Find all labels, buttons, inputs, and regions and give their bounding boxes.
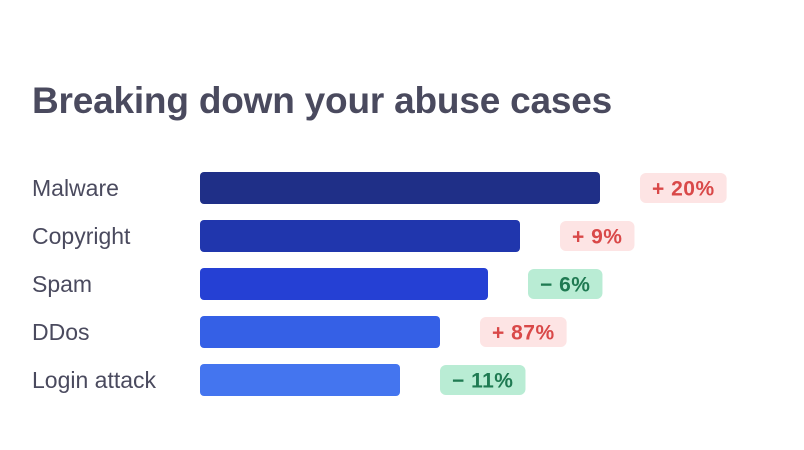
change-label: − 11% <box>452 370 513 393</box>
category-label: DDos <box>32 319 90 345</box>
change-badge-background <box>640 173 727 203</box>
change-badge: − 11% <box>440 365 526 395</box>
change-label: + 20% <box>652 178 715 201</box>
bar-row: DDos + 87% <box>32 316 567 348</box>
bar-row: Copyright + 9% <box>32 220 635 252</box>
change-label: + 87% <box>492 322 555 345</box>
change-badge-background <box>560 221 635 251</box>
change-label: + 9% <box>572 226 622 249</box>
bar <box>200 364 400 396</box>
change-badge-background <box>480 317 567 347</box>
change-badge: + 9% <box>560 221 635 251</box>
category-label: Login attack <box>32 367 157 393</box>
category-label: Spam <box>32 271 92 297</box>
category-label: Copyright <box>32 223 131 249</box>
bar-row: Malware + 20% <box>32 172 727 204</box>
chart-title: Breaking down your abuse cases <box>32 80 613 121</box>
change-badge-background <box>528 269 603 299</box>
bar <box>200 220 520 252</box>
change-badge: − 6% <box>528 269 603 299</box>
bar-row: Spam − 6% <box>32 268 603 300</box>
change-label: − 6% <box>540 274 590 297</box>
bar <box>200 268 488 300</box>
bar <box>200 316 440 348</box>
bar-row: Login attack − 11% <box>32 364 526 396</box>
change-badge: + 87% <box>480 317 567 347</box>
bar <box>200 172 600 204</box>
change-badge: + 20% <box>640 173 727 203</box>
category-label: Malware <box>32 175 119 201</box>
change-badge-background <box>440 365 526 395</box>
